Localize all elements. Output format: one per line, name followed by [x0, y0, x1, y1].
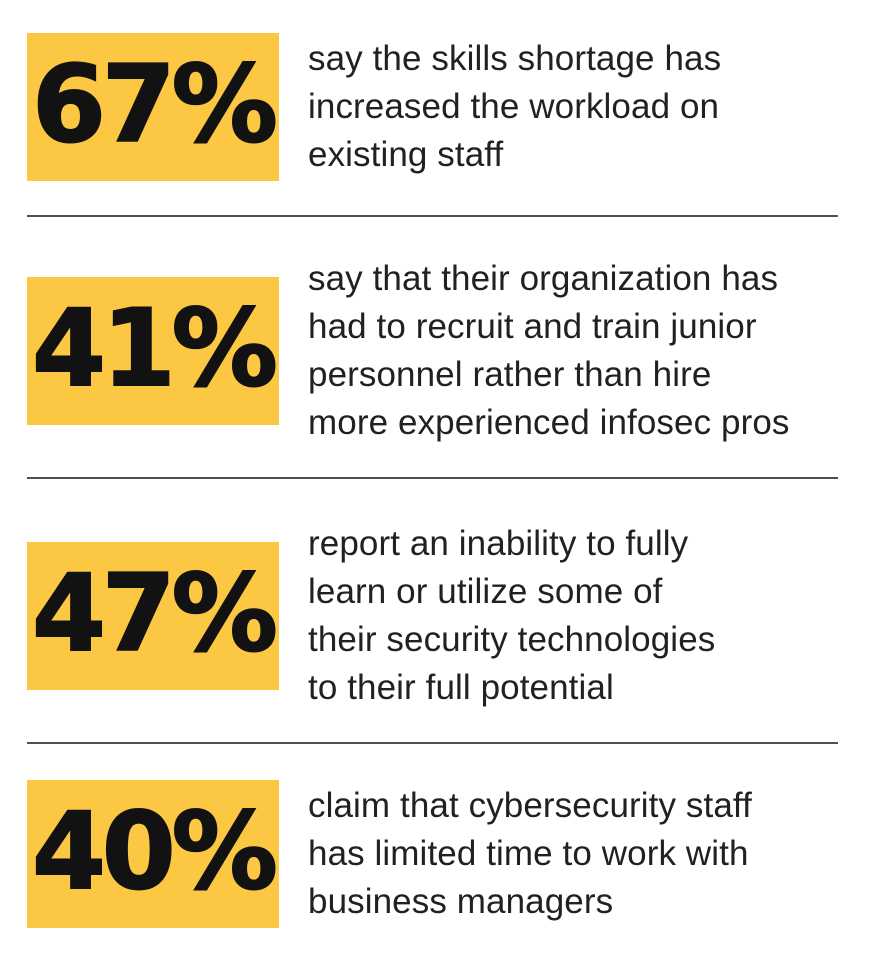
stat-description-line: report an inability to fully	[308, 524, 689, 563]
stat-description-line: increased the workload on	[308, 87, 720, 126]
stat-description-line: more experienced infosec pros	[308, 403, 790, 442]
divider	[27, 742, 838, 744]
stat-description-line: to their full potential	[308, 668, 614, 707]
stat-value-badge: 40%	[27, 780, 279, 928]
stat-value-badge: 67%	[27, 33, 279, 181]
stat-description-line: existing staff	[308, 135, 504, 174]
stat-description-line: learn or utilize some of	[308, 572, 663, 611]
stat-description: claim that cybersecurity staff has limit…	[308, 782, 752, 926]
stat-value: 41%	[31, 287, 279, 410]
stat-row-40: 40% claim that cybersecurity staff has l…	[0, 744, 870, 965]
divider	[27, 215, 838, 217]
stat-description-line: say the skills shortage has	[308, 39, 722, 78]
stat-value: 40%	[31, 790, 279, 913]
stat-description-line: say that their organization has	[308, 259, 779, 298]
stat-row-67: 67% say the skills shortage has increase…	[0, 0, 870, 215]
stat-description: report an inability to fully learn or ut…	[308, 520, 715, 712]
stat-description-line: their security technologies	[308, 620, 716, 659]
stat-description-line: claim that cybersecurity staff	[308, 786, 752, 825]
stat-value-badge: 47%	[27, 542, 279, 690]
stat-description-line: has limited time to work with	[308, 834, 749, 873]
stat-row-41: 41% say that their organization has had …	[0, 217, 870, 477]
stat-description-line: had to recruit and train junior	[308, 307, 757, 346]
stat-description-line: business managers	[308, 882, 614, 921]
stat-row-47: 47% report an inability to fully learn o…	[0, 479, 870, 742]
divider	[27, 477, 838, 479]
stat-value: 47%	[31, 552, 279, 675]
stat-description: say that their organization has had to r…	[308, 255, 789, 447]
stat-value: 67%	[31, 43, 279, 166]
stat-value-badge: 41%	[27, 277, 279, 425]
stat-description-line: personnel rather than hire	[308, 355, 712, 394]
stat-description: say the skills shortage has increased th…	[308, 35, 721, 179]
